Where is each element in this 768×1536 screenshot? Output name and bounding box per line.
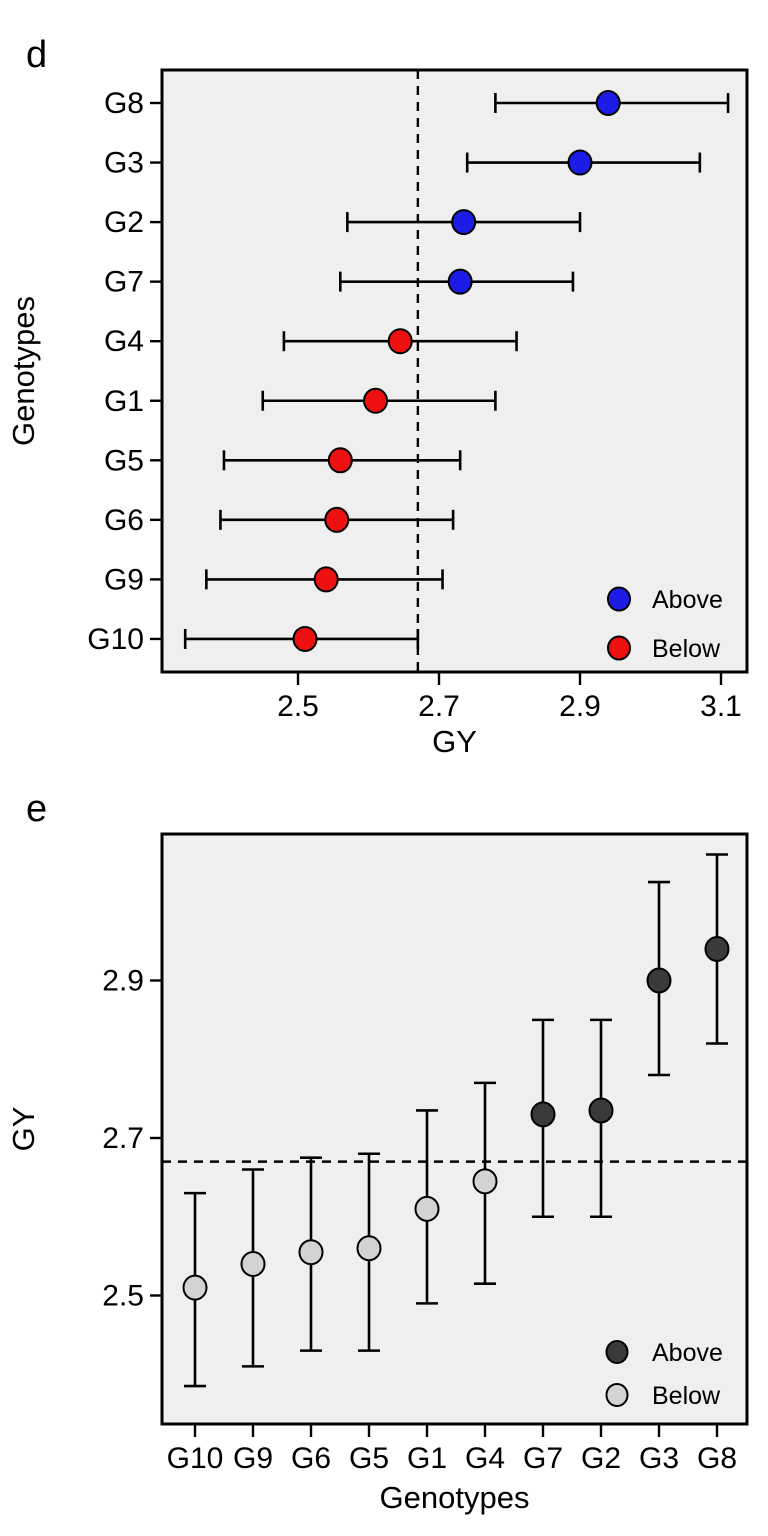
panel-d-label: d [26,34,48,76]
data-point-g6-e [298,1239,324,1266]
data-point-g6-d [324,506,350,533]
data-point-g5-d [327,447,353,474]
data-point-g7-e [530,1101,556,1128]
y-tick-label-2.7-e: 2.7 [102,1122,144,1155]
y-tick-label-g4-d: G4 [104,325,144,358]
x-tick-label-2.9-d: 2.9 [559,690,601,723]
x-tick-label-g2-e: G2 [581,1442,621,1475]
legend-label-above-d: Above [652,586,723,614]
legend-marker-below-e [605,1383,629,1407]
x-tick-label-g10-e: G10 [167,1442,224,1475]
panel-d-plot-area [160,68,749,674]
data-point-g3-d [567,149,593,176]
data-point-g9-e [240,1251,266,1277]
x-tick-label-g6-e: G6 [291,1442,331,1475]
x-tick-label-g5-e: G5 [349,1442,389,1475]
x-tick-label-g7-e: G7 [523,1442,563,1475]
data-point-g9-d [313,566,339,593]
y-tick-label-g7-d: G7 [104,266,144,299]
legend-marker-below-d [607,635,631,661]
data-point-g3-e [646,967,672,994]
x-tick-label-g9-e: G9 [233,1442,273,1475]
data-point-g2-e [588,1097,614,1124]
y-tick-label-2.9-e: 2.9 [102,965,144,998]
y-tick-label-g3-d: G3 [104,147,144,180]
data-point-g4-d [387,328,413,355]
data-point-g7-d [447,268,473,295]
y-axis-title-d: Genotypes [6,296,41,446]
x-tick-label-2.7-d: 2.7 [418,690,460,723]
x-tick-label-2.5-d: 2.5 [277,690,319,723]
y-tick-label-g6-d: G6 [104,504,144,537]
data-point-g1-e [414,1195,440,1222]
legend-label-below-d: Below [652,635,721,663]
y-tick-label-g1-d: G1 [104,385,144,418]
data-point-g10-d [292,625,318,652]
x-axis-title-d: GY [432,724,477,759]
x-tick-label-3.1-d: 3.1 [700,690,742,723]
data-point-g10-e [182,1274,208,1301]
legend-label-above-e: Above [652,1339,723,1367]
y-axis-title-e: GY [6,1107,41,1152]
y-tick-label-g8-d: G8 [104,87,144,120]
x-tick-label-g1-e: G1 [407,1442,447,1475]
x-tick-label-g8-e: G8 [697,1442,737,1475]
data-point-g8-e [704,936,730,962]
y-tick-label-g5-d: G5 [104,444,144,477]
data-point-g2-d [451,209,477,236]
legend-marker-above-e [605,1340,629,1364]
data-point-g1-d [363,387,389,414]
x-tick-label-g4-e: G4 [465,1442,505,1475]
data-point-g8-d [595,90,621,116]
data-point-g5-e [356,1235,382,1262]
data-point-g4-e [472,1168,498,1195]
legend-marker-above-d [607,586,631,612]
y-tick-label-2.5-e: 2.5 [102,1280,144,1313]
y-tick-label-g9-d: G9 [104,563,144,596]
legend-label-below-e: Below [652,1382,721,1410]
x-axis-title-e: Genotypes [380,1480,530,1515]
y-tick-label-g10-d: G10 [87,623,144,656]
y-tick-label-g2-d: G2 [104,206,144,239]
panel-e-label: e [26,788,48,830]
panel-e-plot-area [160,832,749,1426]
x-tick-label-g3-e: G3 [639,1442,679,1475]
